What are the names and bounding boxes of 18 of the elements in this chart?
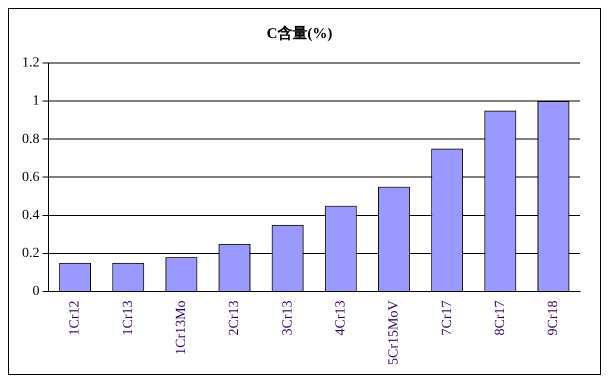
x-tick-label: 1Cr13Mo	[174, 300, 190, 355]
x-tick-label: 2Cr13	[227, 300, 242, 336]
x-tick-label: 4Cr13	[333, 300, 348, 336]
x-tick-label: 7Cr17	[440, 300, 455, 336]
y-tick-label: 1	[32, 94, 40, 109]
chart-title: C含量(%)	[266, 24, 332, 42]
x-tick-label: 1Cr12	[68, 300, 83, 336]
y-tick-label: 0.4	[22, 208, 40, 223]
x-tick-label: 9Cr18	[546, 300, 562, 336]
x-tick-label: 5Cr15MoV	[386, 300, 402, 366]
y-tick-label: 0.8	[22, 132, 40, 147]
y-tick-label: 0	[32, 284, 40, 300]
x-tick-label: 1Cr13	[120, 300, 136, 336]
x-tick-label: 3Cr13	[280, 300, 296, 336]
y-tick-label: 1.2	[22, 56, 40, 71]
y-tick-label: 0.2	[22, 246, 40, 262]
x-tick-label: 8Cr17	[492, 300, 508, 336]
y-tick-label: 0.6	[22, 170, 40, 185]
